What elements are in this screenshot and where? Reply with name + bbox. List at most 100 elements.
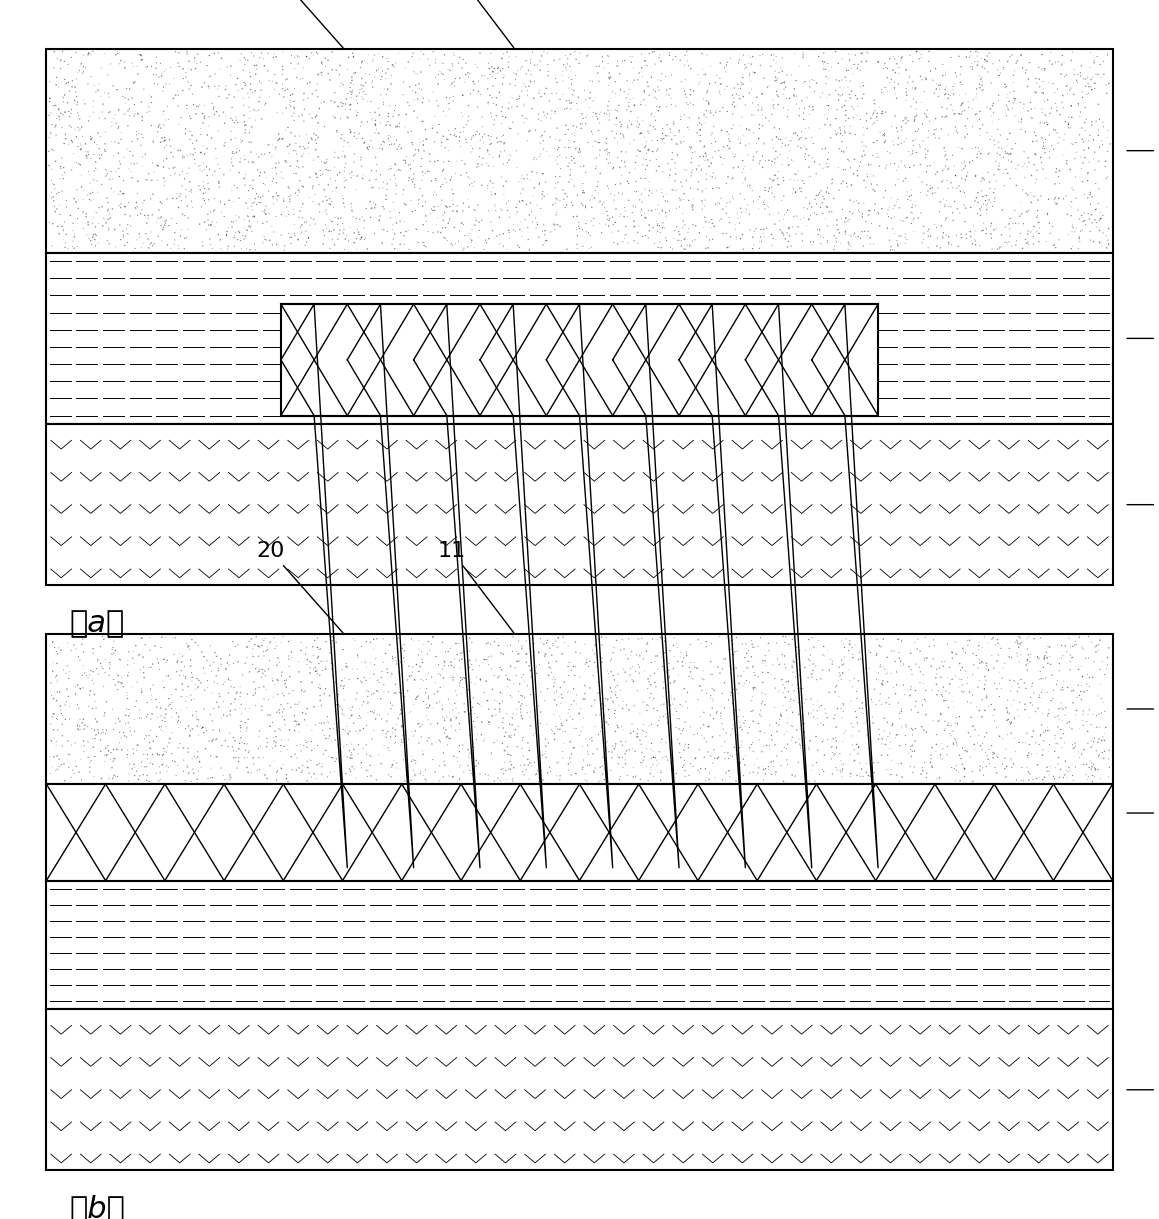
Point [404, 146, 423, 166]
Point [825, 236, 844, 256]
Point [220, 85, 239, 105]
Point [1078, 674, 1096, 694]
Point [56, 709, 74, 729]
Point [943, 649, 962, 668]
Point [534, 634, 553, 653]
Point [520, 708, 539, 728]
Point [739, 652, 758, 672]
Point [636, 95, 655, 115]
Point [116, 727, 134, 746]
Point [248, 662, 267, 681]
Point [1042, 655, 1060, 674]
Point [381, 694, 400, 713]
Point [246, 683, 264, 702]
Point [974, 638, 992, 657]
Point [1063, 43, 1081, 62]
Point [694, 65, 713, 84]
Point [139, 229, 158, 249]
Point [778, 701, 796, 720]
Point [647, 161, 665, 180]
Point [134, 190, 153, 210]
Point [239, 84, 257, 104]
Point [414, 112, 432, 132]
Point [95, 44, 114, 63]
Point [925, 83, 943, 102]
Point [677, 93, 695, 112]
Point [250, 638, 269, 657]
Point [734, 74, 752, 94]
Point [394, 750, 413, 769]
Point [382, 235, 401, 255]
Point [252, 162, 270, 182]
Point [515, 113, 533, 133]
Point [428, 694, 446, 713]
Point [119, 642, 138, 662]
Point [197, 718, 216, 737]
Point [896, 157, 914, 177]
Point [957, 229, 976, 249]
Point [533, 222, 552, 241]
Point [86, 217, 104, 236]
Point [335, 132, 353, 151]
Point [606, 701, 625, 720]
Point [775, 737, 794, 757]
Point [210, 106, 228, 126]
Point [756, 646, 774, 666]
Point [388, 161, 407, 180]
Point [874, 83, 892, 102]
Point [648, 222, 666, 241]
Point [723, 659, 742, 679]
Point [153, 232, 172, 251]
Point [1089, 705, 1108, 724]
Point [608, 222, 627, 241]
Point [351, 720, 370, 740]
Point [596, 751, 614, 770]
Point [877, 156, 896, 176]
Point [655, 668, 673, 688]
Point [378, 190, 396, 210]
Point [316, 216, 335, 235]
Point [814, 759, 832, 779]
Point [264, 169, 283, 189]
Point [931, 238, 949, 257]
Point [1056, 766, 1074, 785]
Point [977, 723, 996, 742]
Point [500, 99, 518, 118]
Point [314, 234, 333, 254]
Point [841, 764, 860, 784]
Point [772, 756, 790, 775]
Point [759, 634, 778, 653]
Point [686, 748, 705, 768]
Point [207, 729, 226, 748]
Point [546, 670, 564, 690]
Point [242, 629, 261, 649]
Point [710, 85, 729, 105]
Point [1078, 163, 1096, 183]
Point [269, 124, 287, 144]
Point [403, 135, 422, 155]
Point [53, 714, 72, 734]
Point [82, 128, 101, 147]
Point [1087, 217, 1106, 236]
Point [614, 232, 633, 251]
Point [852, 77, 870, 96]
Point [50, 99, 68, 118]
Point [132, 708, 151, 728]
Point [783, 151, 802, 171]
Point [604, 207, 622, 227]
Point [617, 88, 635, 107]
Point [881, 766, 899, 785]
Point [398, 670, 416, 690]
Point [976, 50, 994, 69]
Point [673, 177, 692, 196]
Point [912, 45, 931, 65]
Point [177, 99, 196, 118]
Point [700, 717, 719, 736]
Point [912, 172, 931, 191]
Point [263, 172, 282, 191]
Point [986, 758, 1005, 778]
Point [649, 753, 668, 773]
Point [562, 151, 581, 171]
Point [634, 751, 653, 770]
Point [99, 65, 117, 84]
